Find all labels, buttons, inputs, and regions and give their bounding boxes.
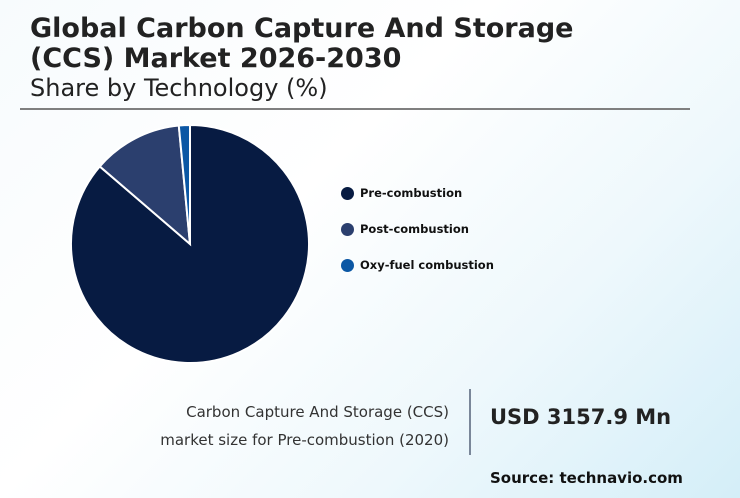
stat-label-line-1: Carbon Capture And Storage (CCS) xyxy=(186,403,449,421)
pie-slice-post-combustion xyxy=(98,124,192,247)
legend-label: Oxy-fuel combustion xyxy=(360,258,494,272)
chart-subtitle: Share by Technology (%) xyxy=(30,74,328,102)
legend: Pre-combustion Post-combustion Oxy-fuel … xyxy=(341,175,494,283)
title-line-2: (CCS) Market 2026-2030 xyxy=(30,43,402,74)
stat-divider xyxy=(469,389,471,455)
header-divider xyxy=(20,108,690,110)
source-credit: Source: technavio.com xyxy=(490,469,683,487)
legend-item-pre-combustion: Pre-combustion xyxy=(341,175,494,211)
pie-slice-oxy-fuel-combustion xyxy=(177,123,191,245)
legend-dot-icon xyxy=(341,186,354,200)
legend-label: Post-combustion xyxy=(360,222,469,236)
legend-dot-icon xyxy=(341,258,354,272)
legend-item-post-combustion: Post-combustion xyxy=(341,211,494,247)
stat-label: Carbon Capture And Storage (CCS) market … xyxy=(160,398,449,454)
stat-value: USD 3157.9 Mn xyxy=(490,405,672,429)
stat-label-line-2: market size for Pre-combustion (2020) xyxy=(160,431,449,449)
legend-item-oxy-fuel: Oxy-fuel combustion xyxy=(341,247,494,283)
chart-title: Global Carbon Capture And Storage (CCS) … xyxy=(30,14,573,74)
legend-dot-icon xyxy=(341,222,354,236)
title-line-1: Global Carbon Capture And Storage xyxy=(30,13,574,44)
legend-label: Pre-combustion xyxy=(360,186,463,200)
